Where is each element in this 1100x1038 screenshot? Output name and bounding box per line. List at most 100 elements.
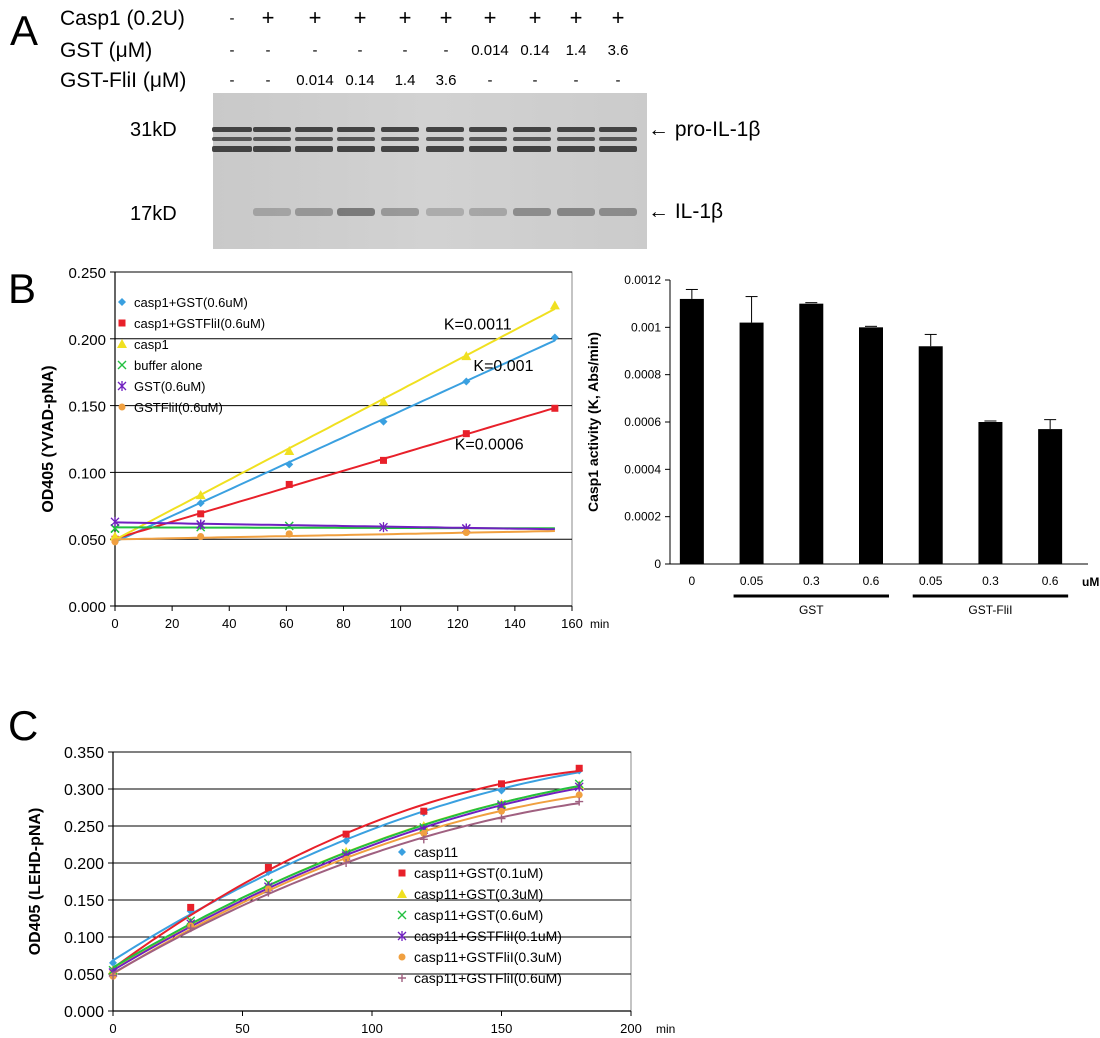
y-tick-label: 0.0006 — [624, 415, 661, 429]
blot-row-value: - — [616, 72, 621, 89]
data-point — [550, 333, 559, 342]
blot-row-label: GST-FliI (μM) — [60, 69, 186, 92]
x-axis-unit: min — [590, 617, 609, 631]
blot-band-il1b — [513, 208, 551, 216]
blot-band-pro — [557, 127, 595, 132]
legend-entry: casp11+GSTFliI(0.3uM) — [414, 949, 562, 965]
blot-band-pro-3 — [212, 146, 252, 152]
category-label: 0 — [689, 574, 696, 588]
y-tick-label: 0.200 — [68, 332, 106, 349]
data-point — [285, 530, 293, 538]
y-tick-label: 0.0004 — [624, 462, 661, 476]
x-tick-label: 60 — [279, 616, 293, 631]
blot-row-value: - — [230, 10, 235, 27]
legend-entry: casp1+GSTFliI(0.6uM) — [134, 316, 265, 331]
y-tick-label: 0.0002 — [624, 510, 661, 524]
blot-row-value: + — [440, 5, 453, 30]
y-tick-label: 0.250 — [68, 265, 106, 282]
legend-marker — [398, 953, 406, 961]
data-point — [109, 958, 117, 967]
legend-entry: casp11+GST(0.3uM) — [414, 886, 543, 902]
legend-marker — [398, 848, 406, 856]
blot-band-il1b — [469, 208, 507, 216]
data-point — [285, 460, 294, 469]
data-point — [497, 786, 506, 795]
y-axis-label: Casp1 activity (K, Abs/min) — [585, 332, 601, 512]
panel-b-label: B — [8, 265, 36, 312]
category-label: 0.3 — [982, 574, 999, 588]
blot-row-value: - — [574, 72, 579, 89]
blot-band-pro-3 — [253, 146, 291, 152]
y-tick-label: 0.001 — [631, 320, 661, 334]
blot-band-il1b — [426, 208, 464, 216]
blot-image — [213, 93, 647, 249]
x-tick-label: 150 — [491, 1021, 513, 1036]
blot-band-pro — [381, 127, 419, 132]
x-tick-label: 0 — [109, 1021, 116, 1036]
blot-row-value: - — [488, 72, 493, 89]
data-point — [264, 888, 273, 897]
blot-row-value: - — [266, 42, 271, 59]
panel-a-label: A — [10, 7, 38, 54]
data-point — [187, 903, 195, 911]
y-tick-label: 0.050 — [64, 967, 104, 984]
legend-entry: GST(0.6uM) — [134, 379, 206, 394]
data-point — [342, 836, 351, 845]
blot-band-pro-3 — [599, 146, 637, 152]
blot-band-pro-3 — [337, 146, 375, 152]
y-tick-label: 0.150 — [64, 893, 104, 910]
legend-entry: casp11+GST(0.1uM) — [414, 865, 543, 881]
x-tick-label: 20 — [165, 616, 179, 631]
blot-row-value: 1.4 — [566, 42, 587, 59]
data-point — [419, 835, 428, 844]
panel-c-label: C — [8, 702, 38, 749]
blot-row-value: - — [358, 42, 363, 59]
legend-entry: casp11+GSTFliI(0.6uM) — [414, 970, 562, 986]
bar — [799, 303, 824, 564]
blot-row-value: 3.6 — [608, 42, 629, 59]
x-tick-label: 100 — [361, 1021, 383, 1036]
bar — [679, 298, 704, 564]
blot-band-il1b — [381, 208, 419, 216]
legend-entry: casp11+GSTFliI(0.1uM) — [414, 928, 562, 944]
data-point — [420, 807, 428, 815]
legend-marker — [118, 319, 126, 327]
blot-band-il1b — [599, 208, 637, 216]
blot-band-pro — [337, 127, 375, 132]
x-tick-label: 140 — [504, 616, 526, 631]
blot-band-pro-2 — [337, 137, 375, 141]
blot-row-value: + — [484, 5, 497, 30]
panel-b-kinetics-chart: 0.000 0.050 0.100 0.150 0.200 0.250 0 20 40 60 80 1… — [40, 265, 609, 631]
blot-row-value: + — [399, 5, 412, 30]
blot-band-pro — [599, 127, 637, 132]
fit-annotation: K=0.0011 — [444, 316, 512, 333]
blot-row-value: - — [444, 42, 449, 59]
legend-entry: casp11 — [414, 844, 458, 860]
y-tick-label: 0.200 — [64, 856, 104, 873]
blot-band-pro-2 — [557, 137, 595, 141]
blot-band-pro-2 — [253, 137, 291, 141]
band-label-pro-il1b: ← pro-IL-1β — [648, 118, 760, 141]
y-tick-label: 0.250 — [64, 819, 104, 836]
blot-band-pro-3 — [513, 146, 551, 152]
bar — [739, 322, 764, 564]
blot-band-il1b — [295, 208, 333, 216]
blot-band-pro-3 — [557, 146, 595, 152]
y-tick-label: 0.000 — [68, 599, 106, 616]
data-point — [574, 781, 584, 792]
blot-band-pro — [513, 127, 551, 132]
data-point — [110, 516, 120, 527]
x-tick-label: 80 — [336, 616, 350, 631]
data-point — [498, 780, 505, 788]
series-fit-line — [114, 339, 556, 543]
data-point — [575, 797, 584, 806]
series-fit-line — [114, 521, 555, 531]
blot-row-value: - — [313, 42, 318, 59]
legend-marker — [397, 889, 407, 898]
blot-row-value: + — [354, 5, 367, 30]
legend-entry: GSTFliI(0.6uM) — [134, 400, 223, 415]
blot-condition-rows: Casp1 (0.2U) - + + + + + + + + + GST (μM) - - - - - - 0.01… — [60, 5, 628, 92]
blot-row-value: - — [403, 42, 408, 59]
y-tick-label: 0.100 — [68, 465, 106, 482]
x-axis-unit: uM — [1082, 575, 1099, 589]
